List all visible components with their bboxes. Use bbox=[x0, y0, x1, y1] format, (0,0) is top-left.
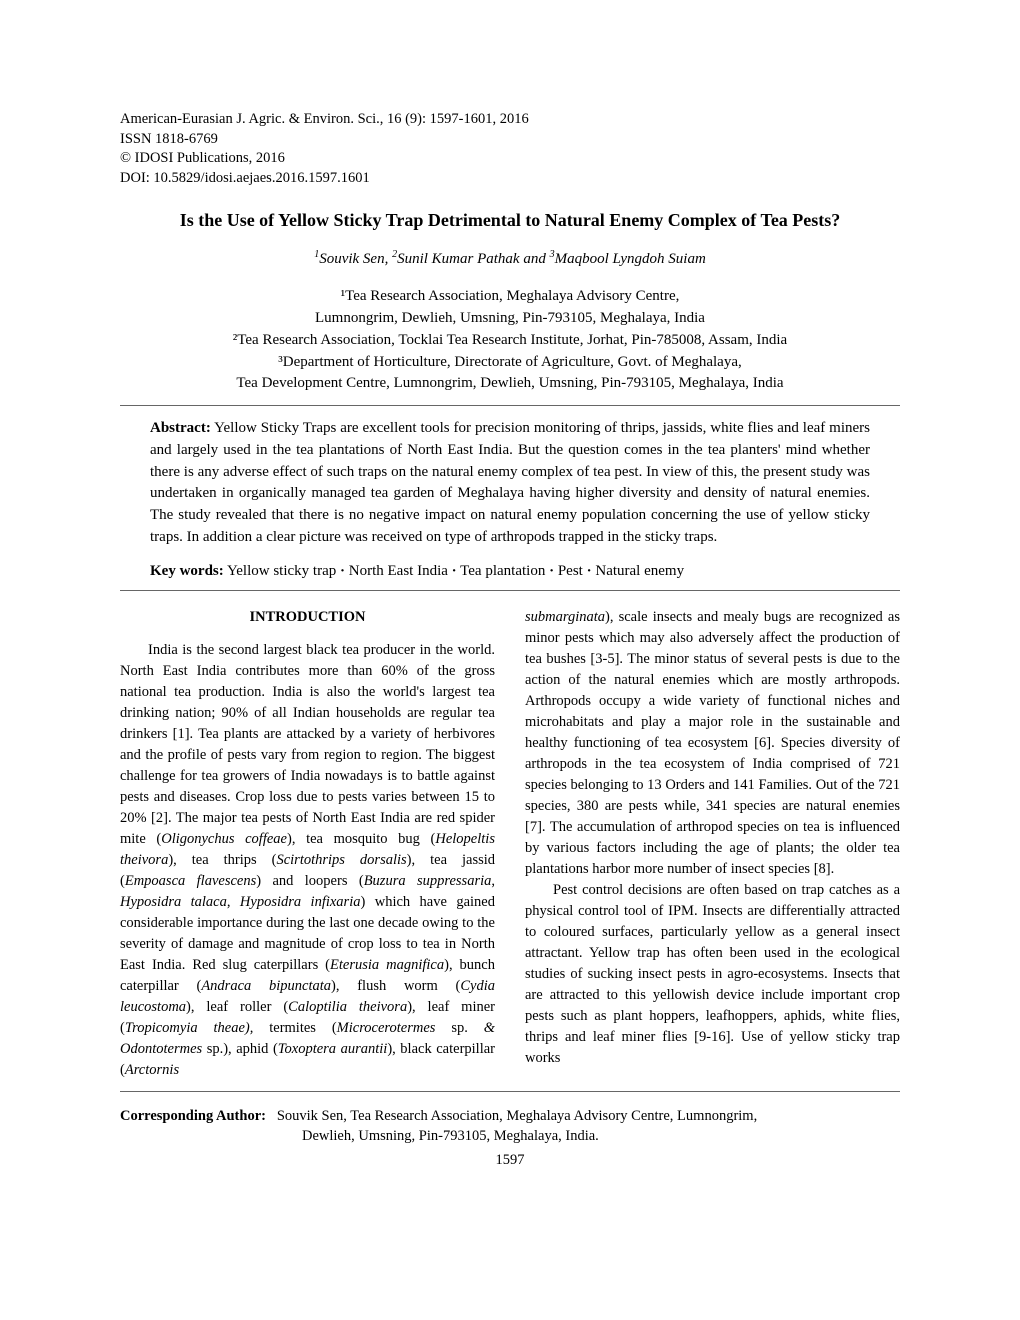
keywords: Key words: Yellow sticky trap · North Ea… bbox=[120, 563, 900, 580]
affiliation: Tea Development Centre, Lumnongrim, Dewl… bbox=[120, 373, 900, 395]
keywords-text: Yellow sticky trap · North East India · … bbox=[224, 563, 684, 579]
corresponding-author: Corresponding Author: Souvik Sen, Tea Re… bbox=[120, 1106, 900, 1147]
corresponding-author-label: Corresponding Author: bbox=[120, 1108, 266, 1124]
affiliation: ³Department of Horticulture, Directorate… bbox=[120, 352, 900, 374]
article-title: Is the Use of Yellow Sticky Trap Detrime… bbox=[120, 210, 900, 231]
affiliation: Lumnongrim, Dewlieh, Umsning, Pin-793105… bbox=[120, 308, 900, 330]
horizontal-rule bbox=[120, 1091, 900, 1092]
page-number: 1597 bbox=[120, 1152, 900, 1169]
section-heading-introduction: INTRODUCTION bbox=[120, 607, 495, 628]
journal-line: © IDOSI Publications, 2016 bbox=[120, 149, 900, 169]
corresponding-author-text: Souvik Sen, Tea Research Association, Me… bbox=[277, 1108, 757, 1124]
abstract-text: Yellow Sticky Traps are excellent tools … bbox=[150, 420, 870, 545]
affiliation: ¹Tea Research Association, Meghalaya Adv… bbox=[120, 286, 900, 308]
body-paragraph: Pest control decisions are often based o… bbox=[525, 880, 900, 1069]
abstract: Abstract: Yellow Sticky Traps are excell… bbox=[120, 418, 900, 549]
body-columns: INTRODUCTION India is the second largest… bbox=[120, 607, 900, 1081]
body-paragraph: India is the second largest black tea pr… bbox=[120, 640, 495, 1081]
horizontal-rule bbox=[120, 590, 900, 591]
body-paragraph: submarginata), scale insects and mealy b… bbox=[525, 607, 900, 880]
abstract-label: Abstract: bbox=[150, 420, 211, 436]
page: American-Eurasian J. Agric. & Environ. S… bbox=[0, 0, 1020, 1209]
journal-info: American-Eurasian J. Agric. & Environ. S… bbox=[120, 110, 900, 188]
keywords-label: Key words: bbox=[150, 563, 224, 579]
authors: 1Souvik Sen, 2Sunil Kumar Pathak and 3Ma… bbox=[120, 249, 900, 268]
right-column: submarginata), scale insects and mealy b… bbox=[525, 607, 900, 1081]
horizontal-rule bbox=[120, 405, 900, 406]
journal-line: DOI: 10.5829/idosi.aejaes.2016.1597.1601 bbox=[120, 169, 900, 189]
journal-line: ISSN 1818-6769 bbox=[120, 130, 900, 150]
corresponding-author-text: Dewlieh, Umsning, Pin-793105, Meghalaya,… bbox=[302, 1128, 599, 1144]
affiliations: ¹Tea Research Association, Meghalaya Adv… bbox=[120, 286, 900, 395]
journal-line: American-Eurasian J. Agric. & Environ. S… bbox=[120, 110, 900, 130]
affiliation: ²Tea Research Association, Tocklai Tea R… bbox=[120, 330, 900, 352]
left-column: INTRODUCTION India is the second largest… bbox=[120, 607, 495, 1081]
